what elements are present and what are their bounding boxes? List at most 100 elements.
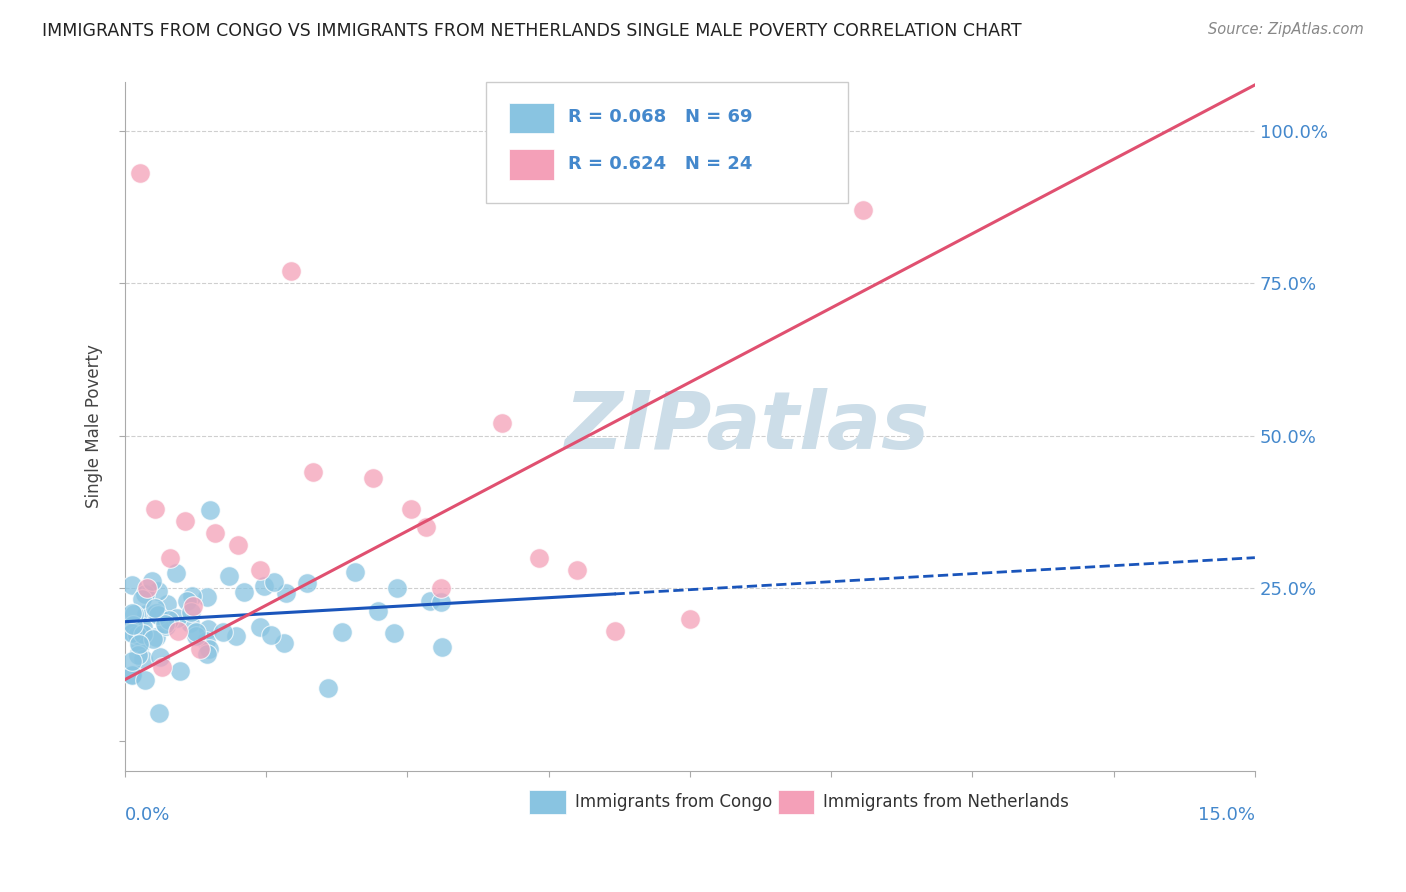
Point [186,629,208,643]
FancyBboxPatch shape [509,150,554,180]
Point [127,648,149,663]
Point [302,465,325,479]
Point [260,628,283,642]
Text: IMMIGRANTS FROM CONGO VS IMMIGRANTS FROM NETHERLANDS SINGLE MALE POVERTY CORRELA: IMMIGRANTS FROM CONGO VS IMMIGRANTS FROM… [42,22,1022,40]
Point [165,566,187,581]
Point [249,620,271,634]
Text: 0.0%: 0.0% [125,805,170,823]
Text: Immigrants from Netherlands: Immigrants from Netherlands [823,793,1069,811]
Point [197,622,219,636]
Point [174,514,197,528]
Point [132,620,155,634]
Point [121,668,143,682]
Point [134,673,156,688]
Point [129,638,152,652]
Point [152,660,174,674]
Point [212,625,235,640]
Point [145,631,167,645]
Point [156,597,179,611]
Point [385,582,408,596]
Point [142,632,165,646]
Point [128,637,150,651]
Point [136,581,159,595]
FancyBboxPatch shape [509,103,554,133]
Point [157,613,180,627]
Point [153,616,176,631]
Point [176,593,198,607]
Point [148,706,170,720]
Point [122,607,145,621]
Point [527,550,550,565]
FancyBboxPatch shape [486,82,848,202]
Point [491,417,513,431]
Point [429,595,451,609]
Point [382,625,405,640]
Point [232,585,254,599]
Point [121,667,143,681]
Point [180,605,202,619]
Point [273,636,295,650]
Point [852,202,875,217]
Point [146,584,169,599]
Point [146,608,169,623]
Point [121,578,143,592]
Point [419,593,441,607]
Point [226,539,249,553]
Point [121,654,143,668]
Text: ZIPatlas: ZIPatlas [564,387,929,466]
Point [143,601,166,615]
Text: R = 0.624   N = 24: R = 0.624 N = 24 [568,155,752,173]
Text: R = 0.068   N = 69: R = 0.068 N = 69 [568,108,752,126]
Point [166,610,188,624]
Point [134,587,156,601]
Point [249,563,271,577]
Point [330,624,353,639]
Point [603,624,626,638]
Point [155,619,177,633]
Point [128,166,150,180]
FancyBboxPatch shape [530,790,565,814]
Point [195,648,218,662]
Point [225,629,247,643]
FancyBboxPatch shape [778,790,814,814]
Point [132,627,155,641]
Point [276,586,298,600]
Point [169,664,191,678]
Y-axis label: Single Male Poverty: Single Male Poverty [86,344,103,508]
Point [121,626,143,640]
Point [415,520,437,534]
Point [181,590,204,604]
Point [367,604,389,618]
Point [143,501,166,516]
Point [430,640,453,655]
Point [363,471,385,485]
Point [121,606,143,620]
Point [679,612,702,626]
Point [125,628,148,642]
Point [135,607,157,622]
Point [204,526,226,541]
Point [194,633,217,648]
Point [159,550,181,565]
Point [181,599,204,614]
Point [430,581,453,595]
Point [129,624,152,639]
Point [166,624,188,638]
Point [399,501,422,516]
Point [145,606,167,620]
Point [188,642,211,657]
Point [184,624,207,639]
Point [198,642,221,657]
Point [179,615,201,630]
Point [344,565,367,579]
Point [141,574,163,589]
Point [132,652,155,666]
Point [218,569,240,583]
Point [195,591,218,605]
Point [253,579,276,593]
Point [131,592,153,607]
Point [200,502,222,516]
Point [565,563,588,577]
Point [295,576,318,591]
Point [122,618,145,632]
